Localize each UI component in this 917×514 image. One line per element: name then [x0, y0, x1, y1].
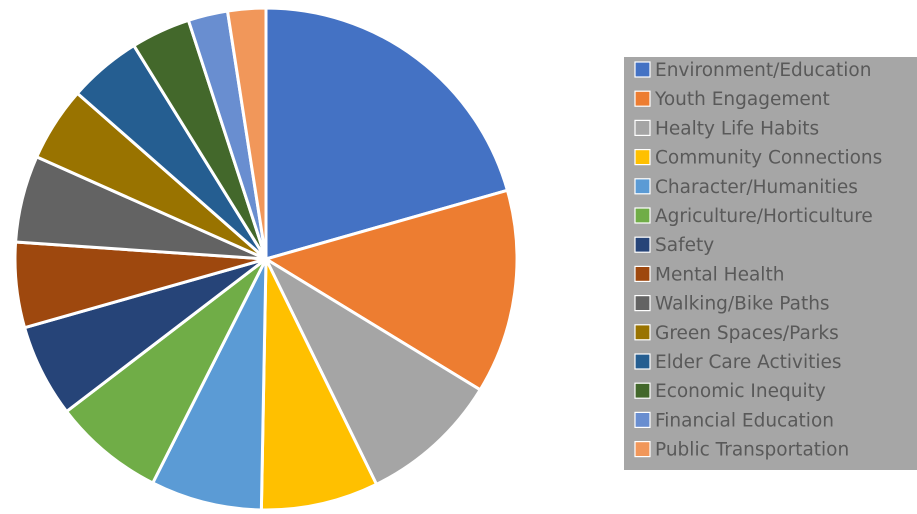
pie-slice-0 [264, 6, 509, 261]
legend-swatch-0 [634, 61, 651, 78]
legend: Environment/Education Youth Engagement Hea… [624, 57, 917, 470]
pie-slice-4 [151, 257, 268, 512]
legend-label-9: Green Spaces/Parks [655, 323, 839, 344]
legend-swatch-11 [634, 382, 651, 399]
legend-label-0: Environment/Education [655, 60, 871, 81]
legend-label-13: Public Transportation [655, 440, 849, 461]
legend-label-6: Safety [655, 235, 714, 256]
pie-slice-3 [259, 257, 378, 512]
legend-swatch-1 [634, 90, 651, 107]
legend-background [624, 57, 917, 470]
legend-swatch-8 [634, 295, 651, 312]
legend-swatch-2 [634, 119, 651, 137]
pie-slice-1 [264, 188, 519, 392]
legend-label-8: Walking/Bike Paths [655, 294, 830, 315]
legend-swatch-10 [634, 353, 651, 370]
legend-swatch-9 [634, 324, 651, 341]
legend-swatch-4 [634, 178, 651, 195]
legend-label-2: Healty Life Habits [655, 118, 819, 139]
legend-label-10: Elder Care Activities [655, 352, 842, 373]
legend-label-7: Mental Health [655, 264, 784, 285]
legend-label-11: Economic Inequity [655, 381, 826, 402]
pie-slices [13, 6, 519, 512]
legend-swatch-13 [634, 441, 651, 458]
pie-slice-5 [65, 257, 268, 485]
legend-label-5: Agriculture/Horticulture [655, 206, 873, 227]
legend-swatch-5 [634, 207, 651, 224]
legend-label-12: Financial Education [655, 410, 834, 431]
legend-swatch-12 [634, 411, 651, 428]
pie-slice-13 [226, 6, 268, 261]
legend-swatch-7 [634, 265, 651, 282]
pie-slice-2 [264, 257, 482, 486]
legend-swatch-3 [634, 149, 651, 166]
legend-swatch-6 [634, 236, 651, 253]
legend-label-4: Character/Humanities [655, 177, 858, 198]
legend-label-1: Youth Engagement [654, 89, 830, 110]
legend-label-3: Community Connections [655, 148, 882, 169]
